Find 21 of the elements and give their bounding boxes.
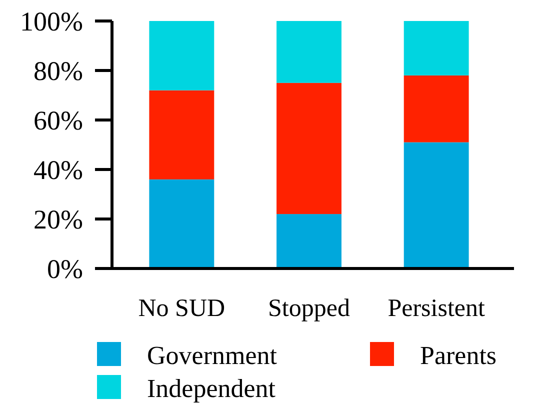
bar <box>404 142 469 268</box>
bar <box>149 21 214 90</box>
x-tick-label: Persistent <box>388 295 485 322</box>
bar <box>404 21 469 76</box>
bar <box>149 179 214 268</box>
x-tick-label: No SUD <box>138 295 226 322</box>
legend-label: Independent <box>147 374 276 403</box>
y-tick-label: 0% <box>47 254 83 284</box>
y-tick-label: 60% <box>34 105 83 136</box>
y-tick-label: 20% <box>34 204 83 234</box>
x-tick-label: Stopped <box>268 295 350 322</box>
y-tick-label: 40% <box>34 154 83 185</box>
bar <box>276 82 342 214</box>
bar <box>276 21 342 83</box>
bar <box>404 75 469 142</box>
bar <box>149 90 214 180</box>
legend-label: Government <box>147 341 278 370</box>
legend-label: Parents <box>420 341 497 370</box>
bar <box>276 214 342 268</box>
y-tick-label: 80% <box>34 56 83 86</box>
y-tick-label: 100% <box>20 6 83 36</box>
